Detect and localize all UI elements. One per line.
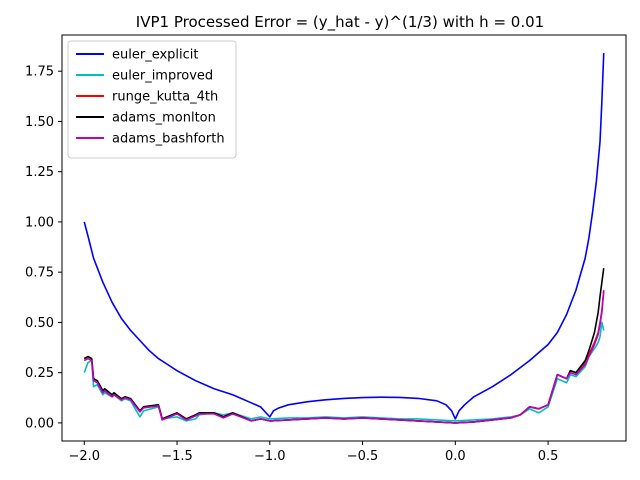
x-tick-label: 0.0 xyxy=(445,449,466,464)
x-tick-label: −1.0 xyxy=(254,449,286,464)
legend: euler_explicit euler_improved runge_kutta_… xyxy=(67,40,237,159)
y-tick-label: 1.75 xyxy=(25,65,54,80)
legend-box xyxy=(67,40,237,159)
y-tick-label: 0.25 xyxy=(25,366,54,381)
y-tick-label: 0.50 xyxy=(25,316,54,331)
series-line-euler-explicit xyxy=(83,53,605,420)
chart-title: IVP1 Processed Error = (y_hat - y)^(1/3)… xyxy=(136,13,544,32)
y-tick-label: 1.00 xyxy=(25,215,54,230)
y-tick-label: 1.25 xyxy=(25,165,54,180)
legend-label: euler_improved xyxy=(112,69,213,84)
x-tick-label: −1.5 xyxy=(161,449,193,464)
legend-label: runge_kutta_4th xyxy=(112,90,218,105)
axis-ticks: −2.0 −1.5 −1.0 −0.5 0.0 0.5 0.00 0.25 0.50 0.75 1.… xyxy=(25,65,558,464)
y-tick-label: 0.00 xyxy=(25,416,54,431)
y-tick-label: 1.50 xyxy=(25,115,54,130)
plot-frame xyxy=(61,34,627,442)
legend-label: adams_monlton xyxy=(112,111,216,126)
legend-label: euler_explicit xyxy=(112,48,199,63)
legend-label: adams_bashforth xyxy=(112,132,225,147)
x-tick-label: −0.5 xyxy=(347,449,379,464)
x-tick-label: −2.0 xyxy=(68,449,100,464)
y-tick-label: 0.75 xyxy=(25,266,54,281)
x-tick-label: 0.5 xyxy=(538,449,559,464)
series-layer xyxy=(83,53,605,424)
series-line-adams-bashforth xyxy=(83,290,605,424)
